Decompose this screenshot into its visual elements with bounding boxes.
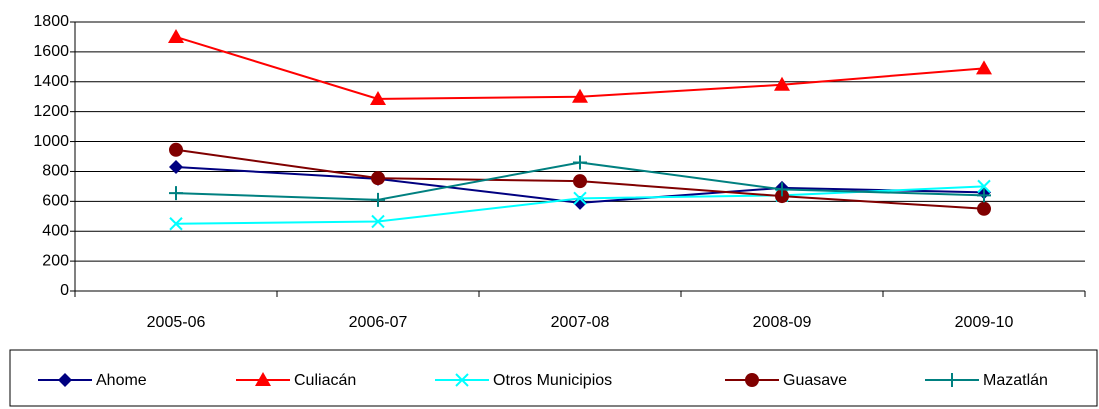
y-tick-label: 1200 xyxy=(33,103,69,120)
y-tick-label: 0 xyxy=(60,282,69,299)
marker xyxy=(572,88,588,103)
x-tick-label: 2005-06 xyxy=(147,314,206,331)
marker xyxy=(255,372,271,386)
marker xyxy=(945,373,959,387)
marker xyxy=(370,90,386,105)
y-tick-label: 1000 xyxy=(33,133,69,150)
marker xyxy=(573,174,587,189)
y-tick-label: 1800 xyxy=(33,13,69,30)
marker xyxy=(58,373,72,387)
marker xyxy=(775,182,789,197)
marker xyxy=(573,155,587,170)
marker xyxy=(977,179,991,194)
marker xyxy=(573,191,587,206)
marker xyxy=(455,373,469,387)
marker xyxy=(976,60,992,75)
legend-label: Ahome xyxy=(96,372,147,389)
marker xyxy=(371,214,385,229)
marker xyxy=(371,192,385,207)
y-tick-label: 600 xyxy=(42,193,69,210)
marker xyxy=(977,188,991,203)
marker xyxy=(169,159,183,174)
y-tick-label: 200 xyxy=(42,252,69,269)
y-tick-label: 400 xyxy=(42,222,69,239)
marker xyxy=(169,217,183,231)
marker xyxy=(745,373,759,387)
x-tick-label: 2007-08 xyxy=(551,314,610,331)
legend-label: Otros Municipios xyxy=(493,372,612,389)
x-tick-label: 2008-09 xyxy=(753,314,812,331)
marker xyxy=(169,142,183,157)
legend-label: Mazatlán xyxy=(983,372,1048,389)
legend-label: Culiacán xyxy=(294,372,356,389)
x-tick-label: 2006-07 xyxy=(349,314,408,331)
marker xyxy=(977,201,991,216)
x-tick-label: 2009-10 xyxy=(955,314,1014,331)
y-tick-label: 1400 xyxy=(33,73,69,90)
legend-label: Guasave xyxy=(783,372,847,389)
marker xyxy=(168,28,184,43)
marker xyxy=(774,76,790,91)
legend-box xyxy=(9,349,1098,407)
marker xyxy=(169,186,183,201)
marker xyxy=(371,171,385,186)
y-tick-label: 1600 xyxy=(33,43,69,60)
y-tick-label: 800 xyxy=(42,163,69,180)
